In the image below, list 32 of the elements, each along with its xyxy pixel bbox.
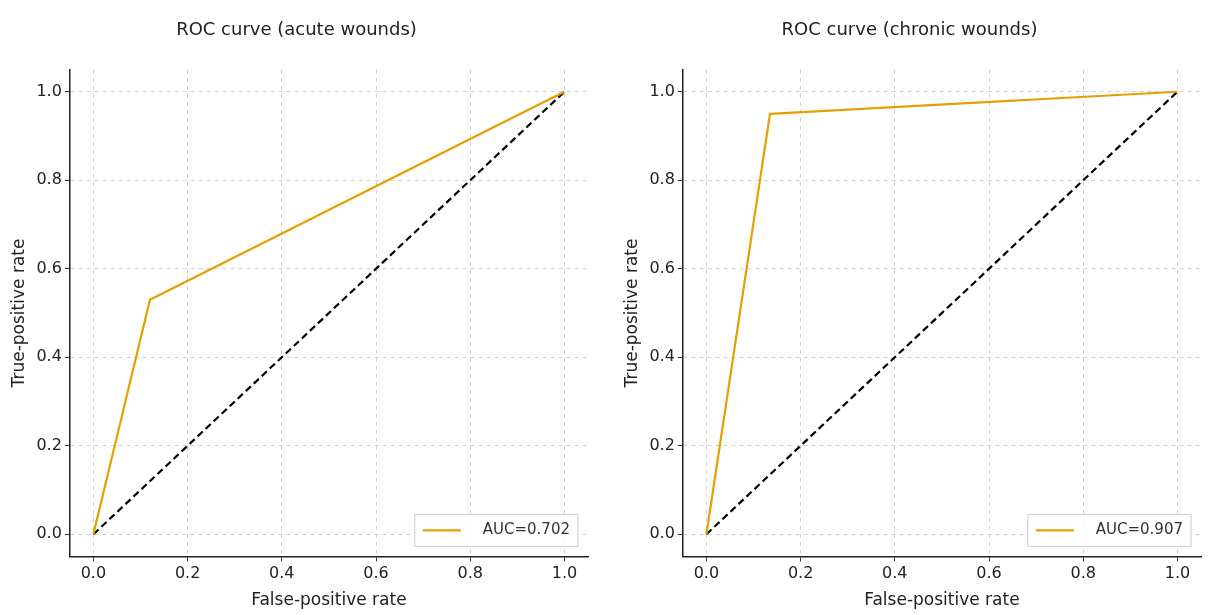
x-tick-label: 0.8	[457, 563, 483, 583]
y-tick-label: 0.0	[36, 523, 62, 543]
x-tick-label: 0.4	[269, 563, 295, 583]
chart-title: ROC curve (acute wounds)	[176, 18, 417, 40]
x-tick-label: 1.0	[1164, 563, 1191, 583]
legend-label: AUC=0.907	[1095, 520, 1184, 539]
y-tick-label: 0.8	[36, 169, 62, 189]
y-tick-label: 1.0	[36, 80, 62, 100]
legend-label: AUC=0.702	[482, 520, 571, 539]
y-axis-title: True-positive rate	[7, 238, 28, 389]
y-tick-label: 0.4	[36, 346, 62, 366]
x-tick-label: 0.6	[976, 563, 1002, 583]
x-tick-label: 1.0	[551, 563, 578, 583]
y-axis-title: True-positive rate	[620, 238, 641, 389]
y-tick-label: 0.2	[649, 434, 675, 454]
x-tick-label: 0.2	[787, 563, 814, 583]
x-axis-title: False-positive rate	[251, 589, 407, 610]
chart-title: ROC curve (chronic wounds)	[781, 18, 1038, 40]
x-tick-label: 0.0	[693, 563, 720, 583]
x-tick-label: 0.2	[174, 563, 201, 583]
y-tick-label: 0.6	[649, 257, 675, 277]
y-tick-label: 0.8	[649, 169, 675, 189]
y-tick-label: 0.0	[649, 523, 675, 543]
y-tick-label: 0.6	[36, 257, 62, 277]
x-axis-title: False-positive rate	[864, 589, 1020, 610]
y-tick-label: 1.0	[649, 80, 675, 100]
y-tick-label: 0.4	[649, 346, 675, 366]
x-tick-label: 0.4	[882, 563, 908, 583]
y-tick-label: 0.2	[36, 434, 62, 454]
x-tick-label: 0.0	[80, 563, 107, 583]
x-tick-label: 0.6	[363, 563, 389, 583]
x-tick-label: 0.8	[1070, 563, 1096, 583]
